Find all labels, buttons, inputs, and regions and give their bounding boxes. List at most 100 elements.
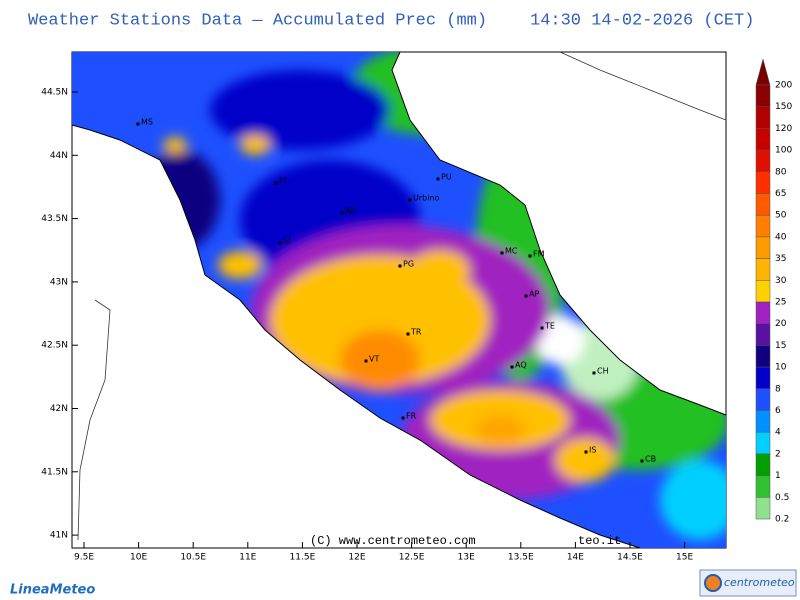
lat-label: 42N xyxy=(50,404,68,414)
colorbar-label: 50 xyxy=(775,211,787,221)
place-label: TR xyxy=(410,328,422,337)
place-label: MS xyxy=(141,118,153,127)
colorbar-band xyxy=(755,323,771,346)
lat-label: 41N xyxy=(50,531,68,541)
colorbar-label: 10 xyxy=(775,363,787,373)
lon-label: 9.5E xyxy=(74,553,94,563)
place-label: FR xyxy=(406,412,417,421)
place-label: TE xyxy=(544,322,555,331)
logo-text: centrometeo xyxy=(724,576,795,589)
place-marker xyxy=(278,241,282,245)
place-label: AQ xyxy=(515,361,527,370)
logo-right: centrometeo xyxy=(699,569,797,597)
coastline-outline xyxy=(77,51,727,541)
place-marker xyxy=(436,177,440,181)
colorbar-label: 40 xyxy=(775,232,787,242)
place-marker xyxy=(406,332,410,336)
place-label: FI xyxy=(279,177,286,186)
colorbar-label: 100 xyxy=(775,146,792,156)
place-marker xyxy=(274,181,278,185)
colorbar-label: 4 xyxy=(775,428,781,438)
colorbar-label: 0.5 xyxy=(775,493,789,503)
place-marker xyxy=(398,264,402,268)
colorbar-label: 6 xyxy=(775,406,781,416)
colorbar-band xyxy=(755,149,771,173)
colorbar-band xyxy=(755,388,771,411)
place-marker xyxy=(364,359,368,363)
colorbar-band xyxy=(755,193,771,216)
colorbar-label: 15 xyxy=(775,341,786,351)
title: Weather Stations Data — Accumulated Prec… xyxy=(28,11,487,30)
colorbar-label: 65 xyxy=(775,189,786,199)
credit: (C) www.centrometeo.com xyxy=(310,534,476,548)
place-label: SI xyxy=(283,237,290,246)
colorbar-label: 2 xyxy=(775,449,781,459)
colorbar-label: 200 xyxy=(775,81,792,91)
colorbar-band xyxy=(755,301,771,324)
place-label: VT xyxy=(369,355,379,364)
colorbar-band xyxy=(755,171,771,194)
lat-label: 43.5N xyxy=(41,214,68,224)
colorbar-band xyxy=(755,497,771,520)
colorbar-arrow xyxy=(755,58,771,86)
colorbar-label: 30 xyxy=(775,276,787,286)
lon-label: 10.5E xyxy=(180,553,206,563)
colorbar-band xyxy=(755,345,771,368)
place-marker xyxy=(136,122,140,126)
place-marker xyxy=(510,365,514,369)
colorbar-band xyxy=(755,431,771,455)
colorbar-band xyxy=(755,214,771,238)
place-label: CH xyxy=(597,367,609,376)
logo-icon xyxy=(704,574,722,592)
place-label: MC xyxy=(505,247,518,256)
credit-fragment: teo.it xyxy=(578,534,621,548)
place-marker xyxy=(540,326,544,330)
lat-label: 44.5N xyxy=(41,88,68,98)
lon-label: 11E xyxy=(239,553,256,563)
place-label: CB xyxy=(645,455,656,464)
lat-label: 44N xyxy=(50,151,68,161)
logo-left: LineaMeteo xyxy=(10,583,95,598)
lon-label: 14E xyxy=(567,553,584,563)
place-marker xyxy=(640,459,644,463)
map-elements: 44.5N 44N 43.5N 43N 42.5N 42N 41.5N 41N 9.5E 10E 1… xyxy=(41,58,792,563)
colorbar-label: 20 xyxy=(775,319,787,329)
place-label: PU xyxy=(441,173,452,182)
lat-label: 41.5N xyxy=(41,467,68,477)
place-label: PG xyxy=(403,260,414,269)
colorbar-label: 80 xyxy=(775,167,787,177)
colorbar-band xyxy=(755,453,771,476)
colorbar-label: 120 xyxy=(775,124,792,134)
place-marker xyxy=(408,198,412,202)
colorbar-label: 150 xyxy=(775,102,792,112)
colorbar-band xyxy=(755,84,771,107)
colorbar-band xyxy=(755,366,771,390)
lon-label: 15E xyxy=(676,553,693,563)
colorbar-band xyxy=(755,258,771,281)
lon-label: 12.5E xyxy=(399,553,425,563)
lon-label: 11.5E xyxy=(290,553,316,563)
lat-label: 42.5N xyxy=(41,341,68,351)
place-label: IS xyxy=(589,446,596,455)
place-marker xyxy=(500,251,504,255)
place-marker xyxy=(401,416,405,420)
colorbar-label: 35 xyxy=(775,254,786,264)
place-label: AR xyxy=(345,207,356,216)
place-label: FM xyxy=(533,250,545,259)
colorbar-band xyxy=(755,236,771,259)
colorbar-band xyxy=(755,106,771,129)
lon-label: 14.5E xyxy=(617,553,643,563)
colorbar-label: 1 xyxy=(775,471,781,481)
place-marker xyxy=(528,254,532,258)
colorbar-label: 8 xyxy=(775,384,781,394)
place-marker xyxy=(340,211,344,215)
colorbar-band xyxy=(755,280,771,303)
lon-label: 12E xyxy=(348,553,365,563)
lat-label: 43N xyxy=(50,277,68,287)
colorbar-band xyxy=(755,128,771,151)
place-marker xyxy=(592,371,596,375)
colorbar-label: 0.2 xyxy=(775,515,789,525)
colorbar-band xyxy=(755,410,771,433)
place-label: AP xyxy=(529,290,539,299)
